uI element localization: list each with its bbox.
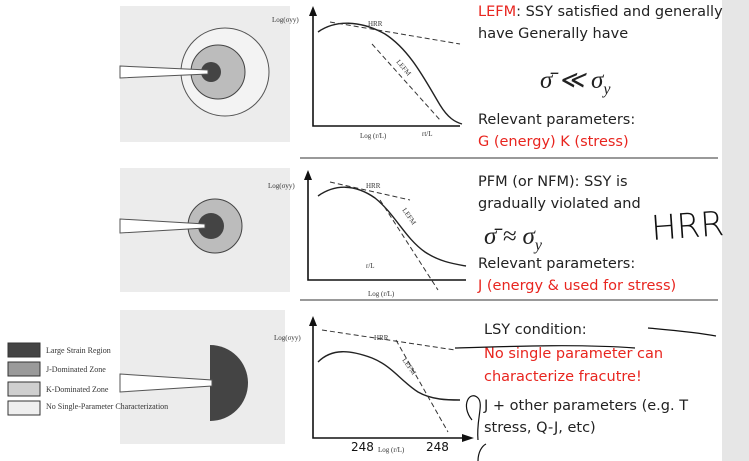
text-line: Relevant parameters: — [478, 112, 635, 128]
text-line: PFM (or NFM): SSY is — [478, 174, 628, 190]
marker-label: r/L — [366, 262, 375, 270]
pen-stroke — [466, 396, 480, 440]
crack-diagram — [120, 6, 290, 142]
curve-label: HRR — [374, 334, 389, 342]
formula-sub: y — [601, 81, 611, 98]
text-line: stress, Q-J, etc) — [484, 420, 596, 436]
pen-stroke — [648, 328, 716, 336]
curve-label: LEFM — [400, 357, 418, 378]
text-line: J + other parameters (e.g. T — [483, 398, 688, 414]
formula: σ̄ ≈ σy — [484, 223, 543, 254]
curve-label: HRR — [366, 182, 381, 190]
marker-label: rt/L — [422, 130, 433, 138]
overlay-number: 248 — [351, 440, 374, 454]
axis-label: Log (r/L) — [360, 132, 387, 140]
axis-label: Log(σyy) — [274, 334, 301, 342]
graph: Log(σyy) Log (r/L) HRR LEFM r/L — [268, 170, 466, 298]
formula-main: σ̄ ≈ σ — [484, 223, 537, 250]
text-line: Relevant parameters: — [478, 256, 635, 272]
curve-label: HRR — [368, 20, 383, 28]
text-line: gradually violated and — [478, 196, 641, 212]
axis-label: Log(σyy) — [268, 182, 295, 190]
text-line: have Generally have — [478, 26, 628, 42]
text-line: characterize fracutre! — [484, 369, 642, 385]
axis-label: Log(σyy) — [272, 16, 299, 24]
pen-stroke — [478, 444, 486, 461]
side-bar — [722, 0, 749, 461]
curve-label: LEFM — [394, 58, 413, 78]
axis-label: Log (r/L) — [378, 446, 405, 454]
legend-label: J-Dominated Zone — [46, 365, 106, 374]
crack-diagram — [120, 168, 290, 292]
legend-label: K-Dominated Zone — [46, 385, 109, 394]
axis-label: Log (r/L) — [368, 290, 395, 298]
overlay-number: 248 — [426, 440, 449, 454]
text-line: No single parameter can — [484, 346, 663, 362]
curve-label: LEFM — [400, 207, 418, 228]
keyword: LEFM — [478, 4, 516, 20]
graph: Log(σyy) Log (r/L) HRR LEFM 248 248 — [274, 316, 474, 454]
formula: σ̄ ≪ σy — [540, 67, 611, 98]
handwritten-note: HRR — [650, 204, 725, 249]
formula-main: σ̄ ≪ σ — [540, 67, 605, 94]
parameters: G (energy) K (stress) — [478, 134, 629, 150]
legend-label: No Single-Parameter Characterization — [46, 402, 168, 411]
text-line: LSY condition: — [484, 322, 587, 338]
legend-label: Large Strain Region — [46, 346, 111, 355]
slide: Large Strain Region J-Dominated Zone K-D… — [0, 0, 749, 461]
crack-diagram — [120, 310, 285, 444]
text: : SSY satisfied and generally — [516, 4, 723, 20]
parameters: J (energy & used for stress) — [477, 278, 676, 294]
text-line: LEFM: SSY satisfied and generally — [478, 4, 723, 20]
graph: Log(σyy) Log (r/L) HRR LEFM rt/L — [272, 6, 462, 140]
formula-sub: y — [533, 237, 543, 254]
